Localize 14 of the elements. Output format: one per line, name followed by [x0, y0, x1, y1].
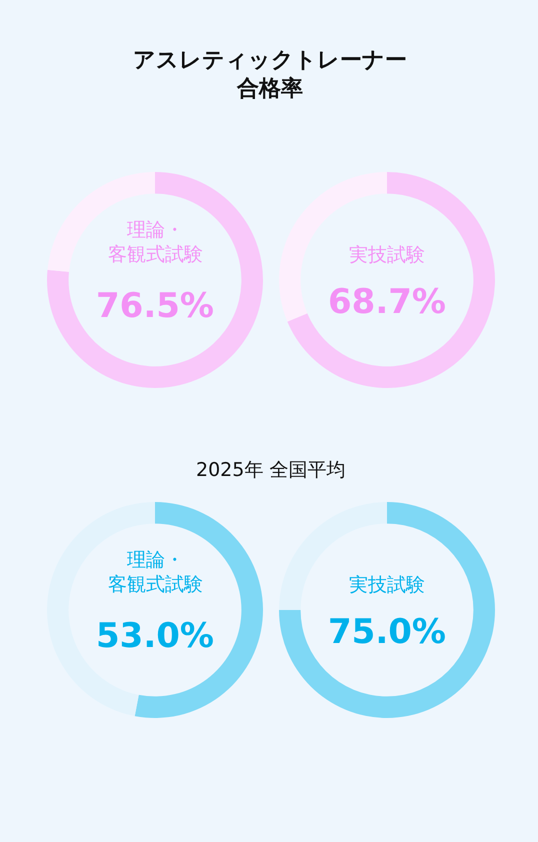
text: 理論・客観式試験	[108, 219, 203, 266]
text: 実技試験	[349, 574, 425, 596]
chart-title: アスレティックトレーナー合格率	[133, 48, 407, 102]
text: 実技試験	[349, 244, 425, 266]
data-label: 68.7%	[328, 282, 446, 322]
donut-slice	[287, 172, 495, 388]
text: 理論・客観式試験	[108, 549, 203, 596]
data-label: 53.0%	[96, 616, 214, 656]
donut-slice	[279, 502, 387, 610]
data-label: 76.5%	[96, 286, 214, 326]
donut-slice	[47, 172, 263, 388]
chart-title: 2025年 全国平均	[196, 459, 346, 481]
donut-slice	[279, 502, 495, 718]
data-label: 75.0%	[328, 612, 446, 652]
